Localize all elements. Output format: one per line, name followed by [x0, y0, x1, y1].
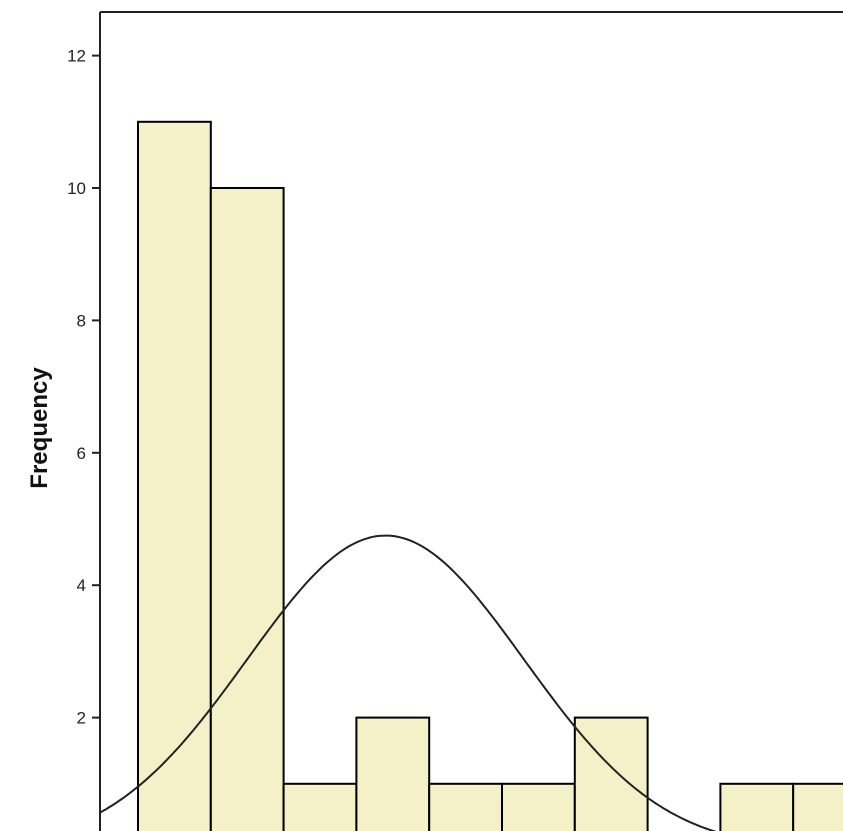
y-axis-label: Frequency [26, 367, 53, 489]
normal-curve [99, 534, 717, 831]
histogram-bar [501, 782, 576, 831]
y-tick-label: 2 [77, 709, 86, 728]
y-tick-label: 12 [67, 47, 86, 66]
y-tick-label: 8 [77, 311, 86, 330]
histogram-bar [719, 782, 795, 831]
histogram-bar [573, 716, 649, 831]
histogram-bar [355, 716, 431, 831]
y-tick-label: 6 [77, 444, 86, 463]
bars-layer [137, 120, 843, 831]
histogram-bar [209, 187, 285, 831]
histogram-bar [428, 782, 504, 831]
histogram-bar [282, 782, 358, 831]
histogram-bar [792, 782, 843, 831]
y-tick-label: 10 [67, 179, 86, 198]
y-ticks: 2 4 6 8 10 12 [67, 47, 100, 728]
histogram-bar [137, 120, 212, 831]
y-tick-label: 4 [77, 576, 86, 595]
